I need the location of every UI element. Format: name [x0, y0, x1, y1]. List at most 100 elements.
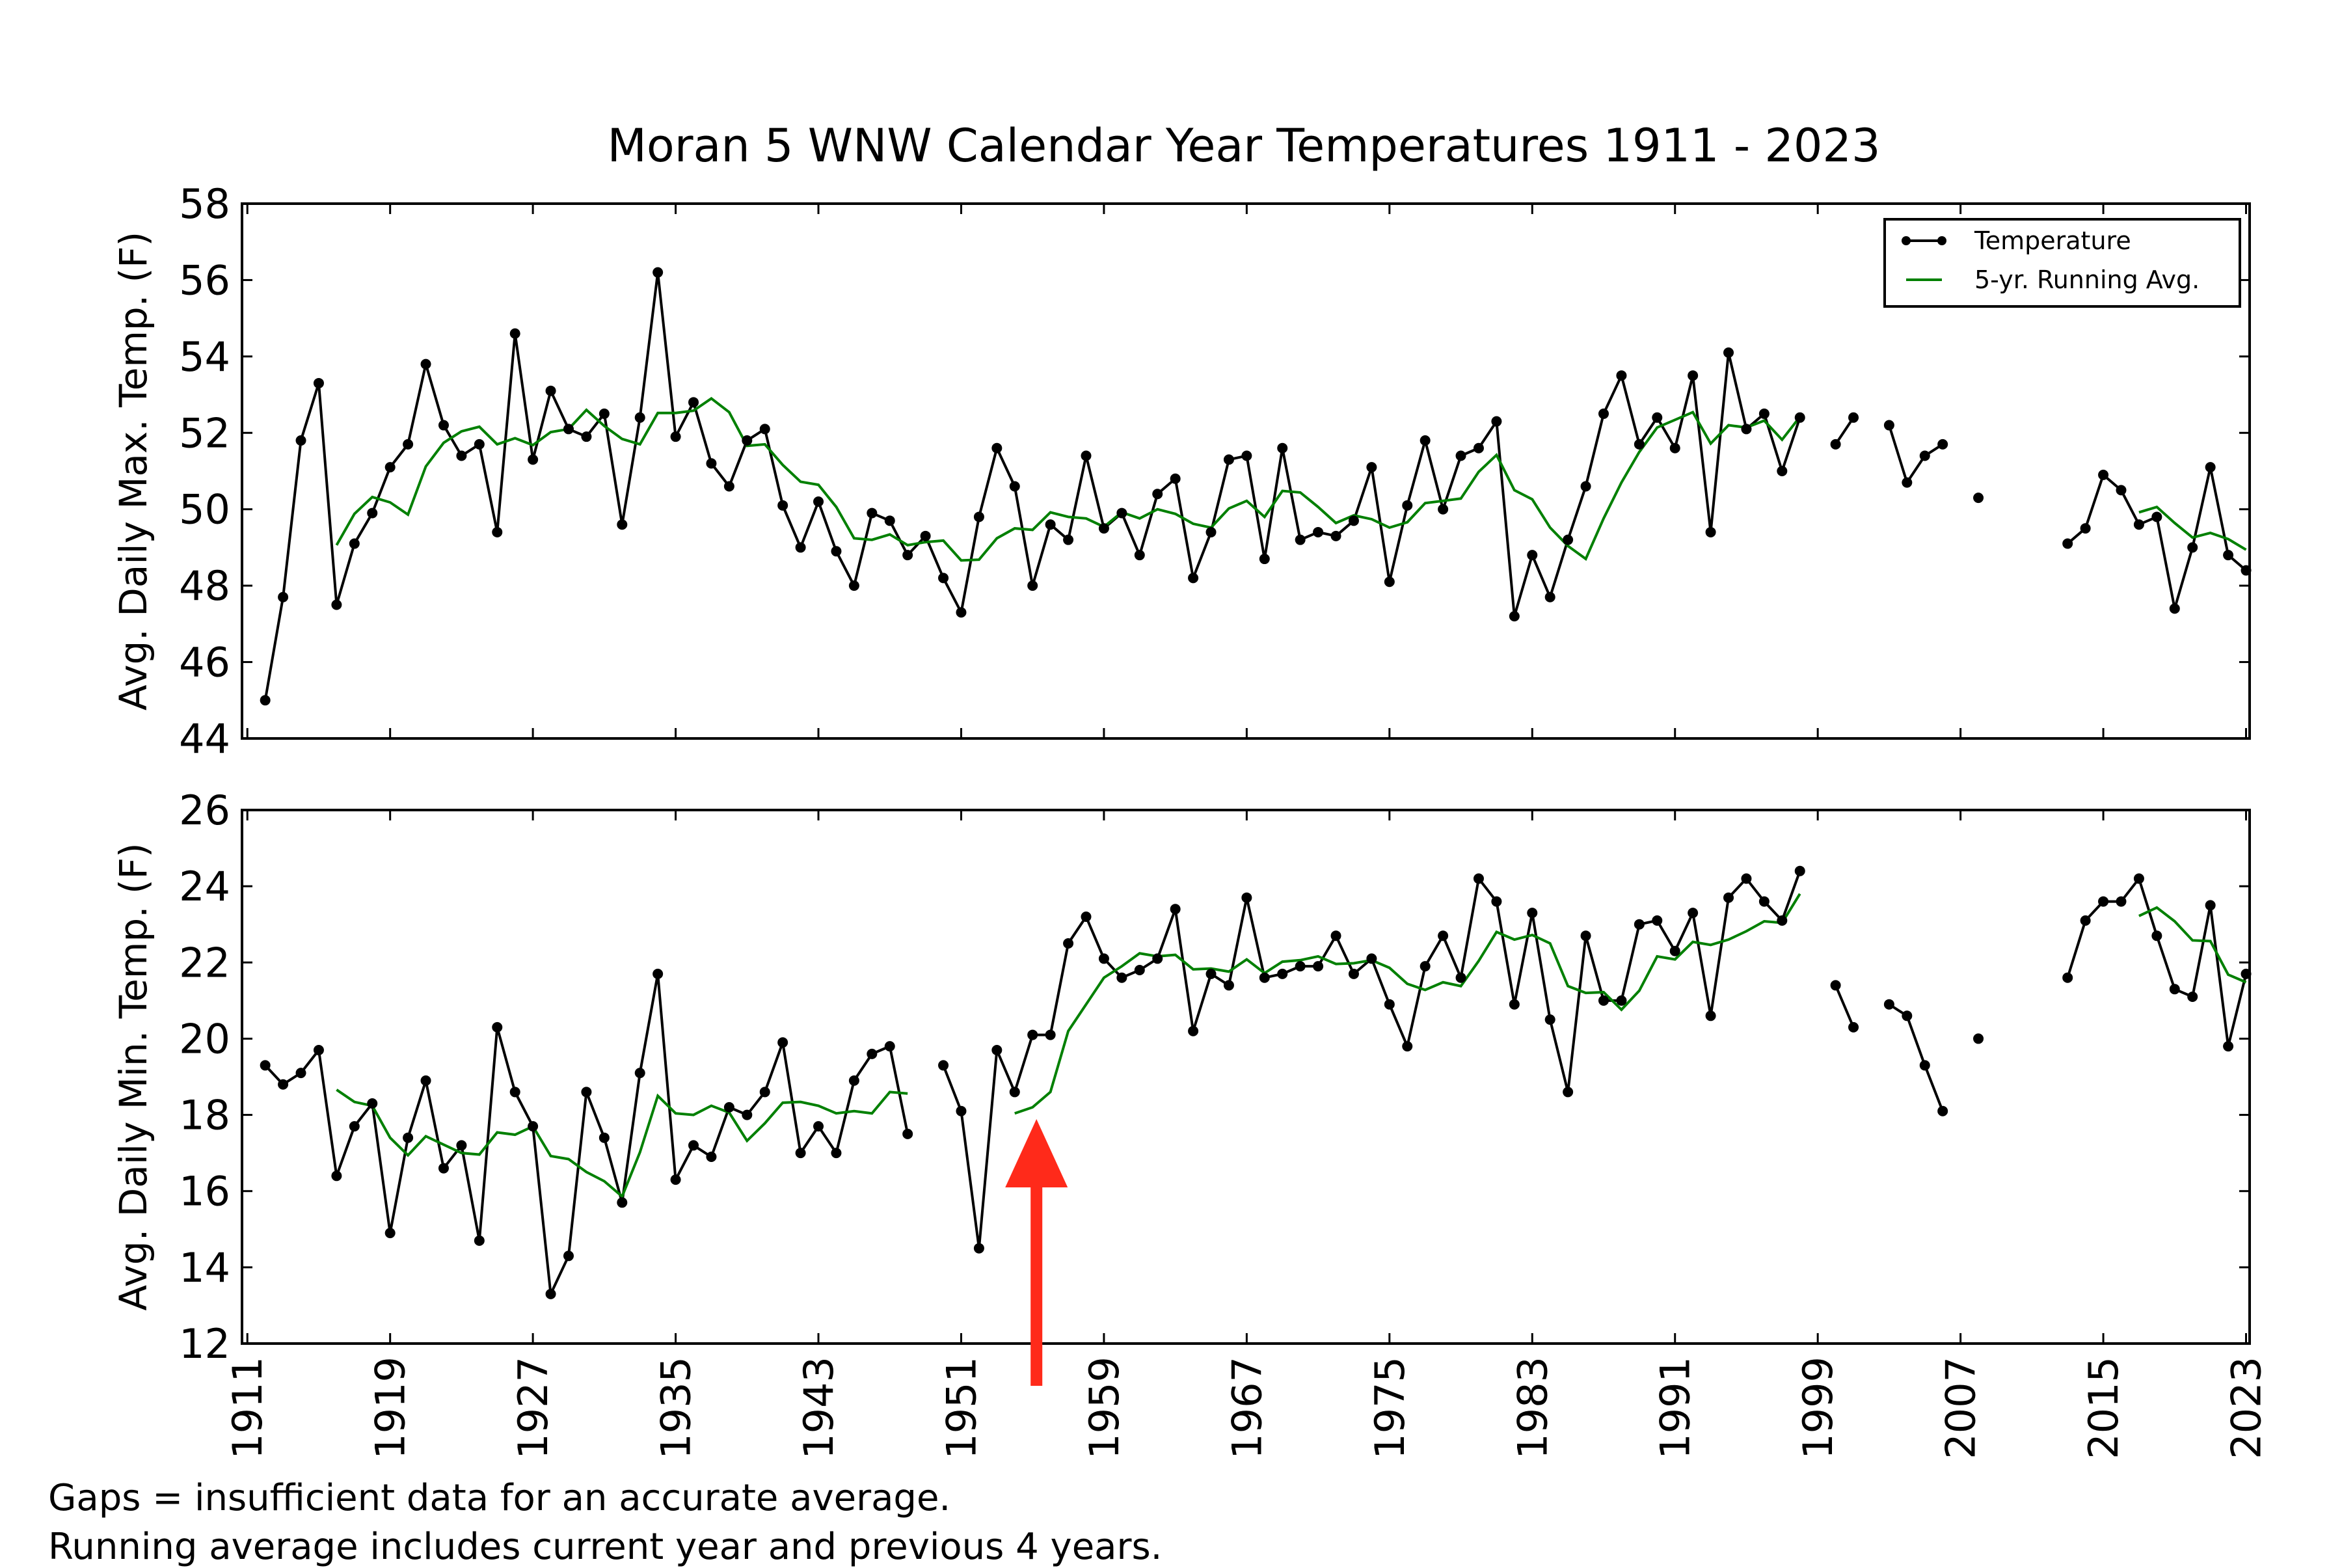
x-tick-label: 1999: [1794, 1357, 1842, 1459]
temperature-point: [2116, 485, 2127, 496]
temperature-point: [1580, 930, 1591, 941]
temperature-point: [1259, 972, 1270, 983]
temperature-point: [1634, 439, 1645, 450]
temperature-point: [1598, 408, 1609, 419]
temperature-point: [1277, 968, 1288, 979]
temperature-point: [867, 1048, 878, 1059]
temperature-point: [2151, 511, 2162, 522]
temperature-point: [278, 1079, 289, 1090]
y-tick-label: 44: [179, 715, 230, 763]
temperature-point: [1544, 591, 1555, 602]
temperature-point: [1009, 1087, 1020, 1098]
temperature-line: [1834, 416, 1855, 446]
temperature-point: [599, 1132, 610, 1143]
legend: Temperature 5-yr. Running Avg.: [1883, 218, 2241, 308]
temperature-point: [2116, 896, 2127, 907]
temperature-line: [2066, 466, 2247, 610]
temperature-point: [1883, 420, 1894, 431]
temperature-point: [438, 1163, 449, 1174]
y-tick-label: 46: [179, 639, 230, 686]
temperature-point: [1919, 1060, 1930, 1071]
temperature-point: [384, 462, 396, 473]
chart-title: Moran 5 WNW Calendar Year Temperatures 1…: [608, 119, 1881, 172]
temperature-point: [1741, 424, 1752, 435]
temperature-point: [2187, 992, 2198, 1002]
temperature-point: [991, 1045, 1003, 1055]
temperature-point: [492, 1021, 503, 1033]
temperature-point: [2133, 519, 2144, 530]
temperature-point: [617, 1197, 628, 1208]
temperature-point: [260, 695, 271, 706]
temperature-point: [1669, 442, 1680, 453]
temperature-point: [1188, 573, 1199, 584]
temperature-point: [492, 526, 503, 537]
temperature-point: [2223, 1041, 2234, 1052]
temperature-point: [706, 458, 717, 469]
x-tick-label: 1911: [224, 1357, 271, 1459]
temperature-point: [759, 1087, 770, 1098]
min-temp-panel: 12 14 16 18 20 22 24 26 1911 1919 1927 1935 1943 1951…: [111, 787, 2270, 1459]
temperature-point: [1705, 1010, 1716, 1021]
temperature-point: [634, 412, 645, 423]
temperature-point: [688, 397, 699, 408]
temperature-point: [1348, 968, 1359, 979]
temperature-point: [1848, 1021, 1859, 1033]
legend-running-avg-label: 5-yr. Running Avg.: [1974, 265, 2200, 294]
temperature-point: [1259, 554, 1270, 565]
temperature-point: [1241, 450, 1252, 461]
temperature-point: [1723, 347, 1734, 358]
temperature-point: [528, 1121, 539, 1132]
temperature-point: [456, 1140, 467, 1151]
temperature-point: [1563, 1087, 1574, 1098]
temperature-point: [1794, 412, 1805, 423]
temperature-point: [1527, 908, 1538, 919]
temperature-point: [1205, 526, 1217, 537]
temperature-point: [1098, 523, 1109, 534]
y-tick-label: 48: [179, 562, 230, 610]
temperature-point: [759, 424, 770, 435]
temperature-point: [920, 530, 931, 541]
temperature-point: [1420, 961, 1431, 972]
temperature-point: [723, 1102, 734, 1113]
y-tick-label: 54: [179, 333, 230, 381]
temperature-point: [670, 1174, 681, 1185]
y-tick-label: 26: [179, 787, 230, 834]
max-temp-panel: 44 46 48 50 52 54 56 58 Avg. Daily Max. Temp. (F…: [111, 180, 2252, 763]
temperature-point: [1045, 519, 1056, 530]
temperature-point: [1616, 995, 1627, 1006]
temperature-point: [1688, 370, 1699, 381]
temperature-point: [1455, 450, 1466, 461]
temperature-point: [706, 1152, 717, 1162]
temperature-point: [902, 1128, 913, 1139]
temperature-point: [1134, 965, 1145, 975]
temperature-point: [1973, 1033, 1984, 1044]
temperature-point: [1723, 892, 1734, 903]
temperature-point: [1063, 534, 1074, 545]
y-tick-label: 56: [179, 256, 230, 304]
temperature-point: [1295, 534, 1306, 545]
temperature-point: [1563, 534, 1574, 545]
temperature-point: [1794, 865, 1805, 876]
temperature-point: [1366, 953, 1377, 964]
temperature-point: [1116, 972, 1127, 983]
temperature-point: [331, 599, 342, 610]
temperature-point: [1438, 930, 1449, 941]
temperature-point: [1973, 493, 1984, 504]
temperature-point: [1152, 953, 1163, 964]
x-tick-label: 1943: [795, 1357, 842, 1459]
x-tick-label: 1991: [1652, 1357, 1699, 1459]
temperature-point: [2205, 900, 2216, 911]
temperature-point: [795, 1148, 806, 1159]
temperature-point: [545, 385, 556, 396]
running-average-line: [335, 396, 1801, 562]
temperature-point: [938, 1060, 949, 1071]
temperature-point: [1081, 450, 1092, 461]
running-average-line: [2138, 505, 2247, 551]
temperature-point: [1705, 526, 1716, 537]
temperature-point: [384, 1228, 396, 1239]
temperature-point: [831, 546, 842, 557]
temperature-point: [349, 538, 360, 549]
temperature-point: [723, 481, 734, 492]
temperature-point: [1223, 980, 1234, 991]
